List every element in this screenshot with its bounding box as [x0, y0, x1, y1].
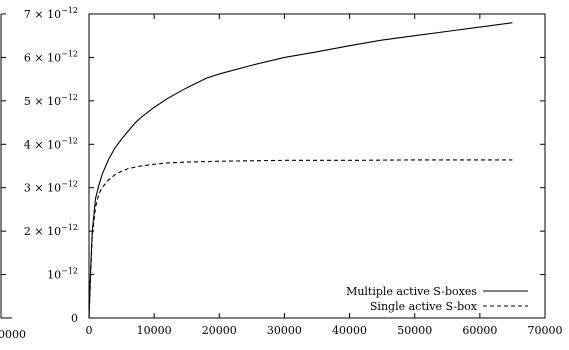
x-tick-label: 70000	[528, 324, 563, 337]
legend-label: Multiple active S-boxes	[346, 285, 477, 298]
series-line-single	[88, 159, 513, 319]
legend: Multiple active S-boxes Single active S-b…	[346, 285, 528, 313]
legend-label: Single active S-box	[370, 300, 478, 313]
y-tick-label: 3 × 10−12	[24, 180, 78, 195]
left-partial-axis: 0000	[0, 13, 26, 341]
x-tick-label: 10000	[137, 324, 172, 337]
x-tick-label: 50000	[397, 324, 432, 337]
x-tick-label: 20000	[202, 324, 237, 337]
x-tick-label: 60000	[462, 324, 497, 337]
x-tick-label-partial: 0000	[0, 328, 26, 341]
axis-ticks: 0 10000 20000 30000 40000 50000 60000 70000 0 10−…	[24, 6, 563, 337]
x-tick-label: 0	[86, 324, 93, 337]
y-tick-label: 4 × 10−12	[24, 136, 78, 151]
y-tick-label: 0	[71, 312, 78, 325]
y-tick-label: 10−12	[47, 267, 78, 282]
y-tick-label: 6 × 10−12	[24, 49, 78, 64]
series-layer	[88, 22, 513, 319]
x-tick-label: 40000	[332, 324, 367, 337]
x-tick-label: 30000	[267, 324, 302, 337]
series-line-multiple	[88, 22, 513, 319]
plot-frame	[88, 13, 546, 319]
y-tick-label: 7 × 10−12	[24, 6, 78, 21]
y-tick-label: 5 × 10−12	[24, 93, 78, 108]
plot-border	[88, 13, 546, 319]
y-tick-label: 2 × 10−12	[24, 223, 78, 238]
